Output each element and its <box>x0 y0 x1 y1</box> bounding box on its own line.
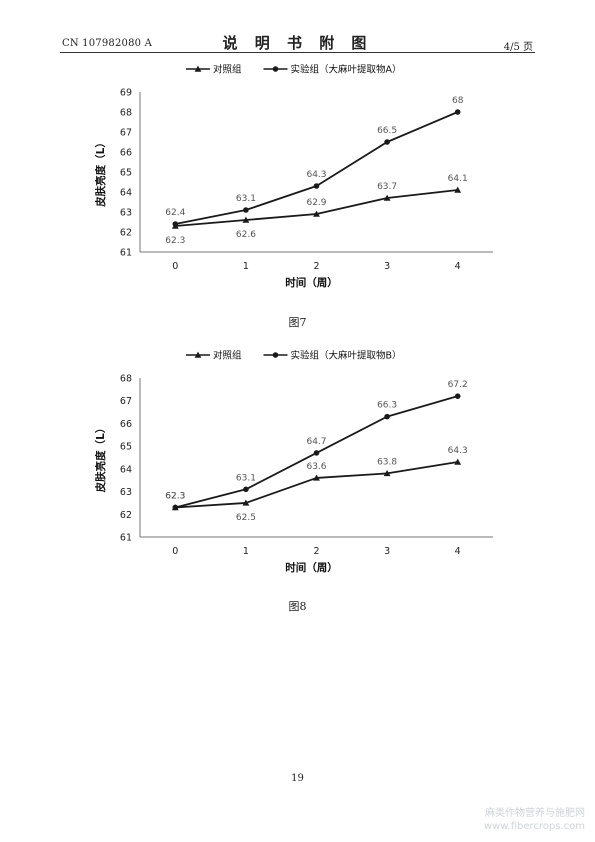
data-point <box>313 450 320 456</box>
data-label: 67.2 <box>448 380 468 390</box>
data-label: 62.3 <box>165 491 185 501</box>
data-point <box>243 486 249 493</box>
data-label: 64.7 <box>306 437 326 447</box>
y-tick-label: 68 <box>120 108 132 119</box>
data-point <box>243 207 249 213</box>
y-tick-label: 64 <box>120 188 132 199</box>
data-point <box>242 499 250 506</box>
y-tick-label: 61 <box>120 533 132 544</box>
x-tick-label: 4 <box>455 546 461 557</box>
y-tick-label: 66 <box>120 148 132 159</box>
y-tick-label: 62 <box>120 510 132 521</box>
figure-7-chart: 61 62 63 64 65 66 67 68 69 0 1 2 3 4 时间（周） 皮肤亮度（L） 对照组 实验… <box>94 64 493 289</box>
x-tick-label: 3 <box>384 546 390 557</box>
legend-label: 对照组 <box>213 64 242 76</box>
data-label: 62.3 <box>165 491 185 501</box>
y-tick-label: 65 <box>120 168 132 179</box>
data-point <box>384 139 390 145</box>
series-line <box>175 189 458 227</box>
y-tick-label: 63 <box>120 208 132 219</box>
legend-marker <box>272 352 279 358</box>
x-tick-label: 3 <box>384 261 390 272</box>
x-axis-title: 时间（周） <box>285 276 338 289</box>
x-tick-label: 1 <box>243 261 249 272</box>
x-tick-label: 2 <box>313 546 319 557</box>
data-label: 63.6 <box>306 462 326 472</box>
watermark-url: www.fibercrops.com <box>483 821 585 832</box>
data-point <box>313 210 320 217</box>
data-label: 62.5 <box>236 513 256 523</box>
data-label: 62.9 <box>306 198 326 208</box>
data-point <box>454 458 462 465</box>
data-point <box>383 470 391 477</box>
figure-8-chart: 61 62 63 64 65 66 67 68 0 1 2 3 4 时间（周） 皮肤亮度（L） 对照组 实验组（… <box>94 350 493 574</box>
y-axis-title: 皮肤亮度（L） <box>94 423 107 494</box>
site-watermark: 麻类作物营养与施肥网 www.fibercrops.com <box>484 807 585 833</box>
y-tick-label: 64 <box>120 464 132 475</box>
data-label: 62.3 <box>165 236 185 246</box>
data-label: 63.7 <box>377 182 397 192</box>
y-tick-label: 65 <box>120 442 132 453</box>
y-tick-label: 62 <box>120 228 132 239</box>
figure-8-caption: 图8 <box>288 600 307 613</box>
data-label: 63.1 <box>236 194 256 204</box>
data-point <box>454 186 462 193</box>
legend-label: 对照组 <box>213 350 242 362</box>
page-number: 19 <box>291 773 304 784</box>
data-label: 66.3 <box>377 401 397 411</box>
data-point <box>454 393 461 399</box>
data-point <box>383 194 391 201</box>
y-tick-label: 68 <box>120 374 132 385</box>
data-point <box>313 183 320 189</box>
data-label: 62.6 <box>236 230 256 240</box>
data-point <box>172 504 179 511</box>
data-label: 62.4 <box>165 208 185 218</box>
data-label: 64.3 <box>306 170 326 180</box>
legend-marker <box>194 65 202 72</box>
data-point <box>242 216 250 223</box>
x-axis-title: 时间（周） <box>285 561 338 574</box>
watermark-site-name: 麻类作物营养与施肥网 <box>485 808 585 819</box>
legend-label: 实验组（大麻叶提取物A） <box>291 64 402 76</box>
data-label: 68 <box>452 96 464 106</box>
header-rule <box>60 52 535 53</box>
data-label: 63.1 <box>236 473 256 483</box>
figure-7-caption: 图7 <box>288 316 307 329</box>
x-tick-label: 1 <box>243 546 249 557</box>
x-tick-label: 0 <box>172 261 178 272</box>
data-point <box>172 221 179 227</box>
data-label: 64.1 <box>448 174 468 184</box>
y-tick-label: 63 <box>120 487 132 498</box>
y-tick-label: 61 <box>120 248 132 259</box>
data-label: 64.3 <box>448 446 468 456</box>
page-indicator: 4/5 页 <box>503 42 533 53</box>
x-tick-label: 4 <box>455 261 461 272</box>
page-title: 说 明 书 附 图 <box>222 34 373 52</box>
data-point <box>384 413 390 420</box>
y-tick-label: 69 <box>120 88 132 99</box>
legend-label: 实验组（大麻叶提取物B） <box>291 350 402 362</box>
y-tick-label: 67 <box>120 128 132 139</box>
y-tick-label: 67 <box>120 396 132 407</box>
y-axis-title: 皮肤亮度（L） <box>94 137 107 208</box>
data-point <box>313 474 320 481</box>
x-tick-label: 0 <box>172 546 178 557</box>
legend-marker <box>272 66 279 72</box>
y-tick-label: 66 <box>120 419 132 430</box>
legend-marker <box>194 351 202 358</box>
data-point <box>454 109 461 115</box>
data-label: 63.8 <box>377 457 397 467</box>
x-tick-label: 2 <box>313 261 319 272</box>
data-label: 66.5 <box>377 126 397 136</box>
patent-number: CN 107982080 A <box>62 38 153 49</box>
